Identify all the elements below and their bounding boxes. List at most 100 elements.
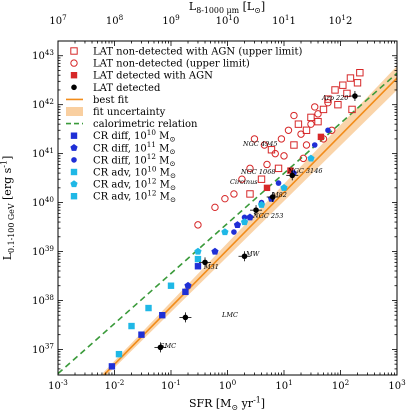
data-point	[346, 74, 355, 82]
data-point	[271, 149, 279, 158]
y-tick-label: 1038	[32, 293, 54, 307]
data-point	[302, 141, 311, 149]
y-tick-label: 1042	[32, 97, 54, 111]
legend-marker	[70, 132, 78, 139]
top-tick-label: 1010	[216, 13, 240, 27]
legend-entry: LAT non-detected with AGN (upper limit)	[70, 47, 302, 58]
data-point	[324, 98, 332, 107]
data-point	[182, 288, 189, 296]
data-point	[250, 135, 259, 143]
best-fit-line	[102, 77, 397, 375]
legend-marker	[70, 180, 78, 188]
legend-marker	[70, 72, 78, 79]
data-point	[257, 201, 266, 208]
series-lat-non-detected-upper-limit	[194, 98, 336, 229]
legend-label: fit uncertainty	[93, 107, 166, 118]
data-point	[277, 135, 286, 143]
top-tick-label: 107	[49, 13, 67, 27]
data-point	[263, 160, 271, 169]
series-lat-detected-with-agn	[263, 133, 325, 192]
data-point	[314, 117, 322, 126]
data-point	[138, 331, 145, 338]
series-cr-adv-10-10-m	[115, 255, 202, 358]
data-point	[331, 86, 339, 94]
data-point	[348, 105, 356, 114]
data-point	[128, 322, 135, 330]
x-tick-label: 10-3	[48, 378, 68, 392]
data-point	[314, 110, 322, 118]
legend-entry: LAT detected	[71, 83, 161, 94]
data-point	[352, 93, 358, 99]
legend-label: CR adv, 1012 M⊙	[93, 176, 176, 192]
y-tick-label: 1039	[32, 244, 54, 258]
data-point	[290, 111, 298, 120]
calorimetric-relation-line	[58, 72, 397, 375]
data-point	[267, 146, 276, 154]
data-point	[339, 81, 347, 89]
annotation-lmc: LMC	[221, 311, 238, 319]
data-point	[233, 221, 242, 228]
data-point	[246, 213, 254, 221]
legend-entry: CR adv, 1010 M⊙	[70, 164, 176, 180]
legend-label: LAT non-detected (upper limit)	[93, 59, 250, 70]
series-cr-diff-10-10-m	[108, 263, 202, 370]
data-point	[115, 350, 123, 358]
top-tick-label: 1012	[329, 13, 353, 27]
top-tick-label: 108	[106, 13, 124, 27]
data-point	[194, 247, 202, 255]
data-point	[246, 164, 254, 173]
data-point	[260, 141, 269, 149]
legend-label: best fit	[93, 95, 128, 106]
data-point	[246, 190, 254, 198]
series-lat-non-detected-with-agn-upper-limit	[246, 69, 364, 198]
annotation-m31: M31	[203, 263, 219, 271]
annotation-ngc-253: NGC 253	[252, 212, 283, 220]
legend-entry: fit uncertainty	[66, 107, 166, 118]
legend-marker	[70, 47, 78, 55]
data-point	[317, 133, 325, 141]
legend-marker	[70, 193, 78, 200]
data-point	[287, 167, 294, 174]
top-tick-label: 109	[162, 13, 180, 27]
data-point	[194, 221, 202, 229]
legend-marker	[71, 157, 77, 163]
data-point	[184, 281, 192, 289]
data-point	[299, 154, 308, 163]
legend-label: LAT detected	[93, 83, 161, 94]
data-point	[356, 69, 364, 77]
data-point	[289, 172, 296, 179]
y-tick-label: 1043	[32, 48, 54, 62]
data-point	[257, 175, 266, 183]
x-tick-label: 103	[388, 378, 406, 392]
legend-label: LAT detected with AGN	[93, 71, 213, 82]
data-point	[253, 207, 259, 213]
data-point	[231, 229, 237, 235]
legend-band-swatch	[66, 107, 83, 116]
legend-marker	[70, 144, 78, 151]
data-point	[263, 184, 271, 192]
series-cr-diff-10-12-m	[231, 127, 331, 235]
data-point	[343, 89, 351, 98]
legend-label: CR diff, 1010 M⊙	[93, 128, 175, 144]
data-point	[324, 95, 332, 103]
data-point	[319, 105, 328, 114]
y-tick-label: 1037	[32, 342, 54, 356]
legend-entry: CR diff, 1011 M⊙	[70, 140, 175, 156]
legend-entry: CR diff, 1012 M⊙	[71, 152, 175, 168]
data-point	[294, 120, 303, 128]
data-point	[238, 175, 246, 183]
legend-label: CR diff, 1012 M⊙	[93, 152, 175, 168]
series-lat-detected	[154, 91, 361, 353]
legend-entry: CR adv, 1012 M⊙	[70, 176, 176, 192]
data-point	[280, 152, 288, 160]
data-point	[194, 255, 202, 263]
annotation-ngc-1068: NGC 1068	[240, 168, 275, 176]
legend-entry: CR diff, 1010 M⊙	[70, 128, 175, 144]
data-point	[280, 184, 288, 191]
data-point	[211, 247, 219, 255]
plot-background	[58, 41, 397, 375]
y-axis-label: L0.1-100 GeV [erg s-1]	[0, 156, 16, 261]
data-point	[145, 304, 152, 312]
data-point	[221, 194, 229, 203]
